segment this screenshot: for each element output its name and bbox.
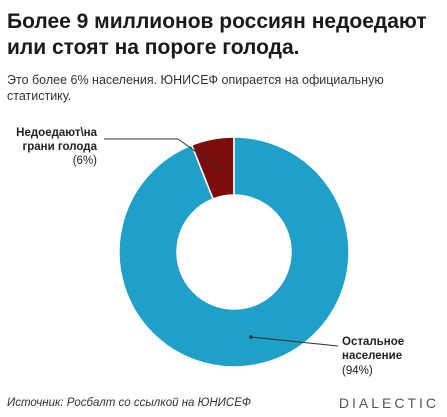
brand-logo: DIALECTIC xyxy=(338,395,439,411)
slice-label-1-line-2: грани голода xyxy=(22,141,97,153)
slice-value-label-1: (6%) xyxy=(73,155,97,167)
leader-line-2 xyxy=(250,336,339,347)
chart-title: Более 9 миллионов россиян недоедают или … xyxy=(7,10,427,59)
leader-line-1 xyxy=(104,138,219,168)
source-note: Источник: Росбалт со ссылкой на ЮНИСЕФ xyxy=(7,397,252,409)
slice-value-label-2: (94%) xyxy=(342,365,373,377)
chart-subtitle: Это более 6% населения. ЮНИСЕФ опирается… xyxy=(7,73,384,103)
slice-label-2-line-2: население xyxy=(342,350,402,362)
donut-slice-2 xyxy=(118,136,350,368)
slice-label-2-line-1: Остальное xyxy=(342,336,404,348)
slice-label-1-line-1: Недоедают\на xyxy=(16,127,97,139)
